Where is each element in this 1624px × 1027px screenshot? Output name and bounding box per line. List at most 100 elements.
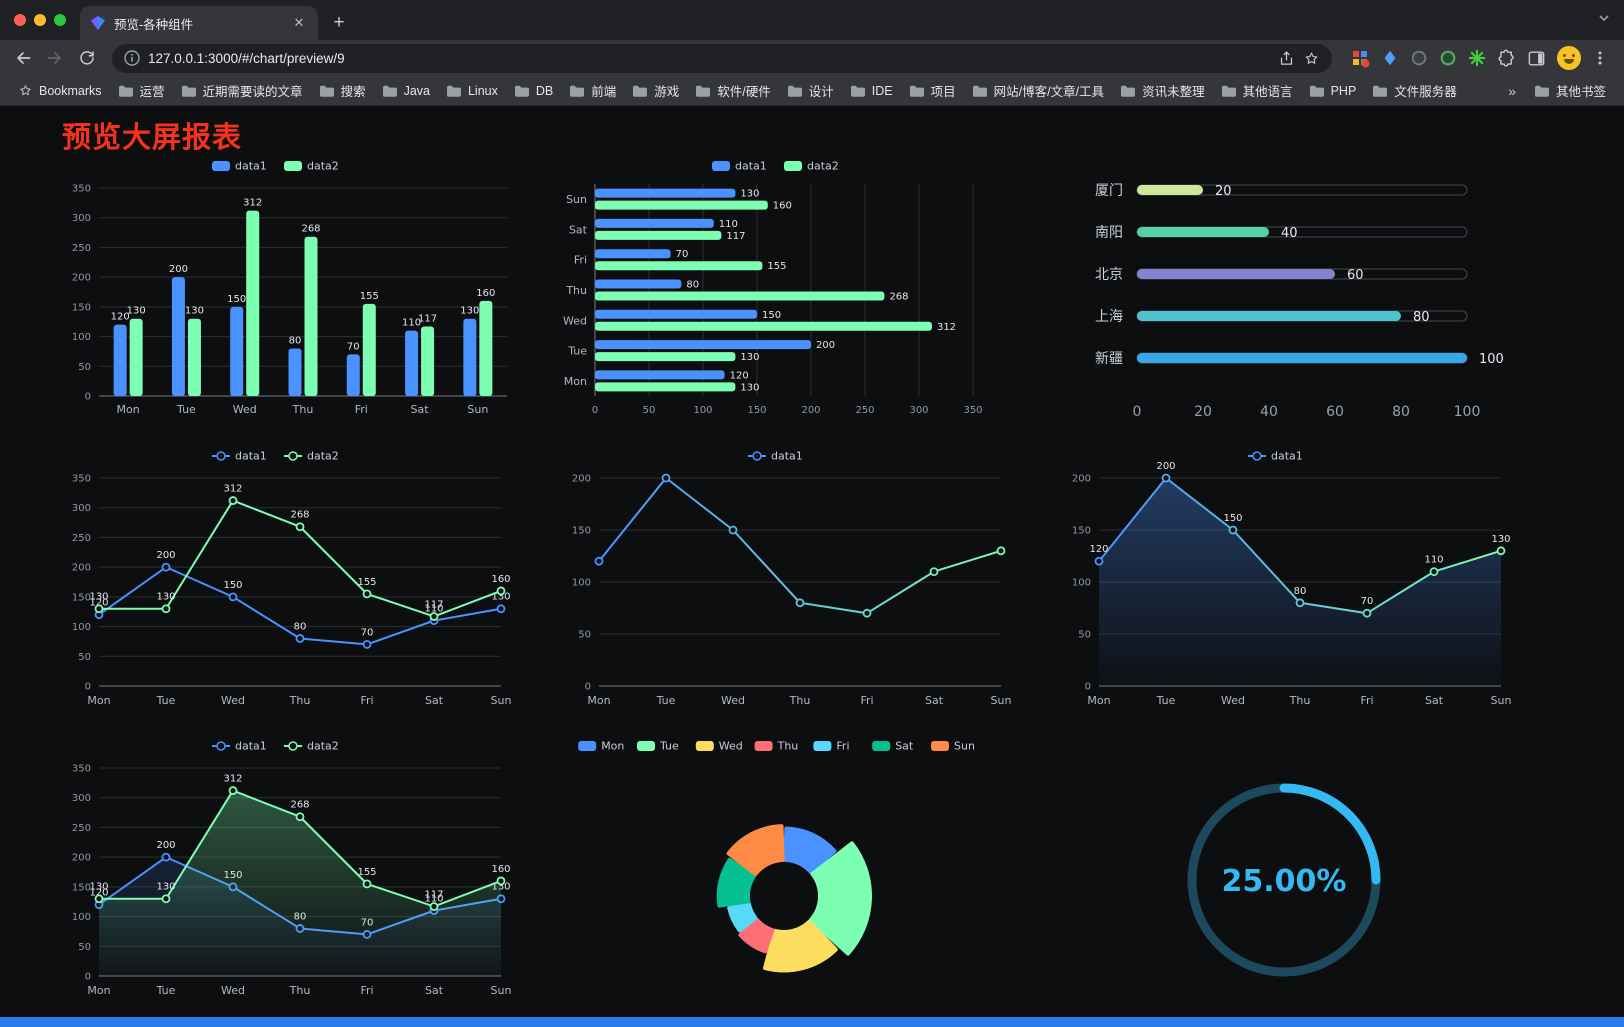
svg-text:110: 110 [1424,555,1443,566]
svg-text:130: 130 [740,352,759,363]
bookmark-item[interactable]: 网站/博客/文章/工具 [964,78,1112,103]
bookmark-item[interactable]: DB [506,81,561,101]
profile-avatar[interactable] [1557,46,1581,70]
svg-text:Mon: Mon [564,375,587,388]
svg-text:Sun: Sun [991,694,1012,707]
svg-text:0: 0 [85,682,91,693]
bookmark-label: 游戏 [654,85,680,99]
green-circle-extension-icon[interactable] [1439,49,1457,67]
svg-text:Fri: Fri [360,984,373,997]
svg-text:200: 200 [1156,461,1175,472]
svg-text:Mon: Mon [117,403,140,416]
svg-text:200: 200 [156,840,175,851]
forward-button[interactable] [40,43,70,73]
svg-text:Wed: Wed [221,984,245,997]
bookmark-star-icon[interactable] [1303,50,1320,67]
window-close-button[interactable] [14,14,26,26]
bookmark-item[interactable]: 运营 [110,78,173,103]
address-bar[interactable]: 127.0.0.1:3000/#/chart/preview/9 [112,43,1332,73]
multi-line-chart[interactable]: data1 data2 0 50 100 150 200 250 300 350 Mon Tue Wed… [49,440,519,730]
svg-text:北京: 北京 [1095,267,1123,283]
bookmark-item[interactable]: 设计 [779,78,842,103]
bookmark-item[interactable]: IDE [842,81,901,101]
browser-tab[interactable]: 预览-各种组件 ✕ [80,6,318,40]
city-progress-chart[interactable]: 厦门 20 南阳 40 北京 60 上海 80 新疆 100 0 20 40 60 80 100 [1049,150,1519,440]
reload-button[interactable] [72,43,102,73]
svg-text:250: 250 [72,243,91,254]
bookmark-item[interactable]: Java [374,81,438,101]
svg-text:70: 70 [676,249,689,260]
folder-icon [1221,85,1236,97]
tab-close-icon[interactable]: ✕ [293,15,305,30]
svg-text:Wed: Wed [719,740,743,753]
svg-text:60: 60 [1326,404,1344,420]
svg-text:130: 130 [460,306,479,317]
folder-icon [118,85,133,97]
pixel-extension-icon[interactable] [1350,48,1370,68]
svg-text:120: 120 [1089,544,1108,555]
bookmark-item[interactable]: 软件/硬件 [687,78,778,103]
bookmark-label: 资讯未整理 [1142,85,1205,99]
bookmark-item[interactable]: Linux [438,81,506,101]
tab-strip: 预览-各种组件 ✕ + [0,0,1624,40]
back-button[interactable] [8,43,38,73]
svg-text:50: 50 [643,405,656,416]
side-panel-icon[interactable] [1527,49,1546,68]
grouped-bar-chart[interactable]: data1 data2 0 50 100 150 200 250 300 350 Mon Tue Wed… [49,150,519,440]
bookmark-item[interactable]: 前端 [561,78,624,103]
bookmark-item[interactable]: PHP [1301,81,1365,101]
bookmark-item[interactable]: 搜索 [311,78,374,103]
svg-text:300: 300 [72,793,91,804]
bookmarks-overflow-chevron[interactable]: » [1508,82,1516,99]
new-tab-button[interactable]: + [333,12,345,33]
horizontal-bar-chart[interactable]: data1 data2 0 50 100 150 200 250 300 350 Sun 130 160… [549,150,1019,440]
single-line-chart[interactable]: data1 0 50 100 150 200 Mon Tue Wed Thu Fri Sat Sun [549,440,1019,730]
dark-circle-extension-icon[interactable] [1410,49,1428,67]
svg-text:200: 200 [72,853,91,864]
svg-text:312: 312 [223,774,242,785]
svg-text:40: 40 [1281,226,1298,241]
extensions-puzzle-icon[interactable] [1497,49,1516,68]
bookmark-item[interactable]: 项目 [901,78,964,103]
site-info-icon[interactable] [124,50,140,66]
window-minimize-button[interactable] [34,14,46,26]
tab-search-chevron-icon[interactable] [1598,12,1610,24]
svg-text:300: 300 [909,405,928,416]
svg-text:100: 100 [572,578,591,589]
share-icon[interactable] [1278,50,1295,67]
svg-text:Fri: Fri [836,740,849,753]
bookmark-item[interactable]: 资讯未整理 [1112,78,1213,103]
bookmark-item[interactable]: 文件服务器 [1364,78,1465,103]
bookmark-item[interactable]: 其他语言 [1213,78,1301,103]
rose-donut-chart[interactable]: Mon Tue Wed Thu Fri Sat Sun [549,730,1019,1020]
svg-text:200: 200 [1072,474,1091,485]
bookmark-item[interactable]: 近期需要读的文章 [173,78,311,103]
svg-text:50: 50 [78,942,91,953]
other-bookmarks[interactable]: 其他书签 [1526,78,1614,103]
svg-text:Wed: Wed [721,694,745,707]
gauge-chart[interactable]: 25.00% [1049,730,1519,1020]
bookmarks-right-group: » 其他书签 [1502,78,1614,103]
svg-text:268: 268 [290,510,309,521]
window-zoom-button[interactable] [54,14,66,26]
svg-text:117: 117 [726,231,745,242]
menu-kebab-icon[interactable] [1592,50,1608,66]
bookmark-label: 项目 [930,85,956,99]
svg-text:80: 80 [289,335,302,346]
filled-line-chart[interactable]: data1 data2 0 50 100 150 200 250 300 350 Mon Tue Wed… [49,730,519,1020]
svg-text:Wed: Wed [563,314,587,327]
svg-text:Sun: Sun [954,740,975,753]
green-star-extension-icon[interactable] [1468,49,1486,67]
area-line-chart[interactable]: data1 0 50 100 150 200 Mon Tue Wed Thu Fri Sat Sun 12… [1049,440,1519,730]
svg-text:70: 70 [361,627,374,638]
svg-text:100: 100 [72,622,91,633]
svg-text:80: 80 [1392,404,1410,420]
svg-text:data1: data1 [235,450,267,463]
blue-drop-extension-icon[interactable] [1381,49,1399,67]
svg-text:200: 200 [156,550,175,561]
svg-text:250: 250 [855,405,874,416]
url-text[interactable]: 127.0.0.1:3000/#/chart/preview/9 [148,50,345,66]
bookmark-item[interactable]: 游戏 [624,78,687,103]
svg-text:200: 200 [816,340,835,351]
bookmarks-root[interactable]: Bookmarks [10,80,110,101]
